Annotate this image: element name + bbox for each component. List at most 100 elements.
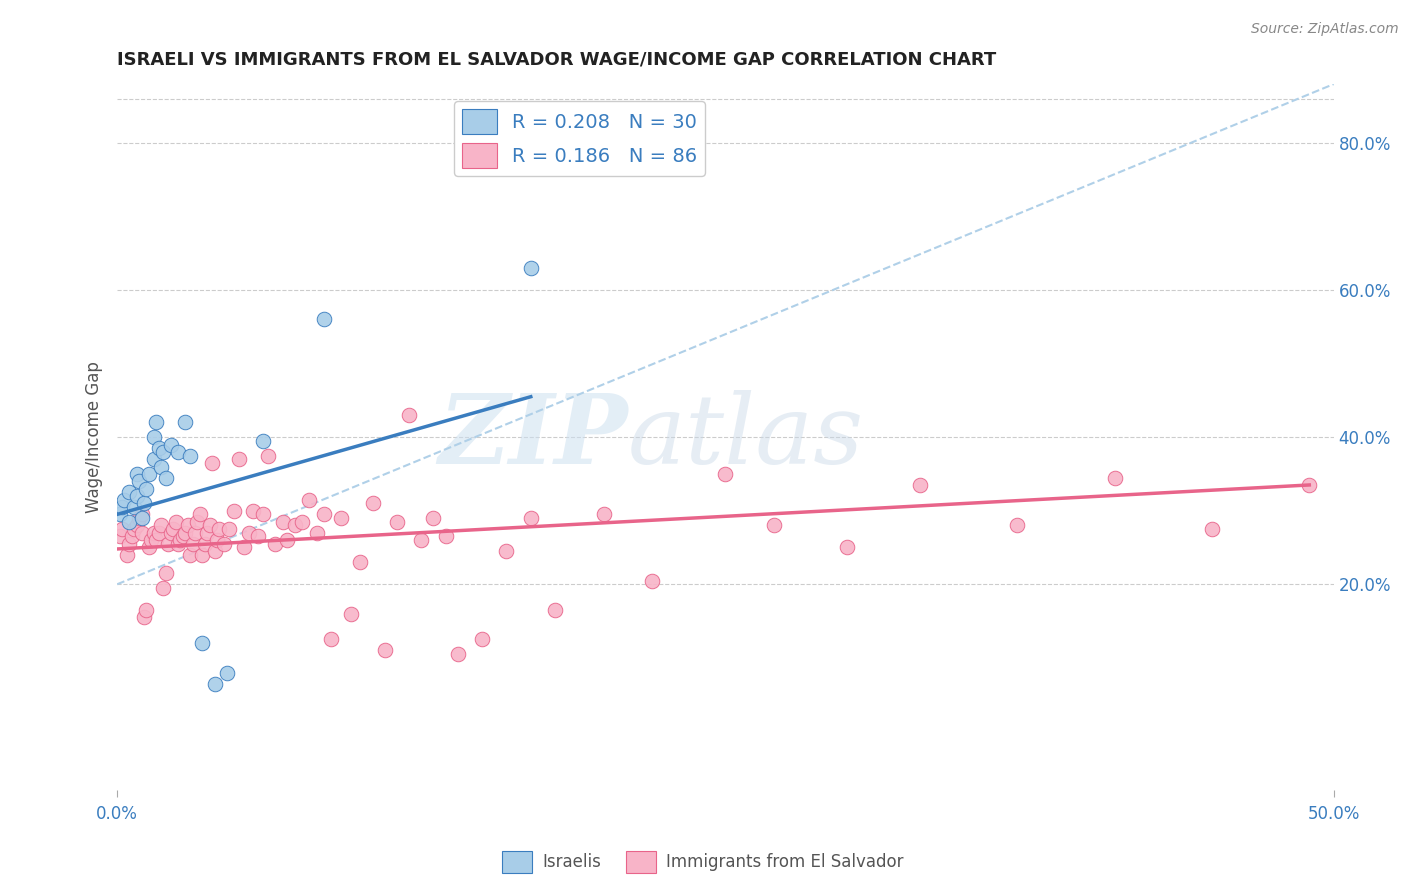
Point bbox=[186, 515, 208, 529]
Point bbox=[138, 467, 160, 481]
Point bbox=[162, 522, 184, 536]
Point bbox=[148, 525, 170, 540]
Point bbox=[152, 581, 174, 595]
Y-axis label: Wage/Income Gap: Wage/Income Gap bbox=[86, 361, 103, 513]
Point bbox=[145, 533, 167, 548]
Point bbox=[128, 475, 150, 489]
Point bbox=[191, 548, 214, 562]
Point bbox=[447, 647, 470, 661]
Point bbox=[131, 525, 153, 540]
Point bbox=[208, 522, 231, 536]
Point bbox=[125, 467, 148, 481]
Legend: R = 0.208   N = 30, R = 0.186   N = 86: R = 0.208 N = 30, R = 0.186 N = 86 bbox=[454, 101, 704, 176]
Point bbox=[131, 511, 153, 525]
Point bbox=[155, 566, 177, 581]
Point bbox=[195, 525, 218, 540]
Point bbox=[135, 603, 157, 617]
Point bbox=[172, 529, 194, 543]
Point bbox=[349, 555, 371, 569]
Point bbox=[194, 537, 217, 551]
Point bbox=[520, 511, 543, 525]
Point bbox=[188, 508, 211, 522]
Point bbox=[422, 511, 444, 525]
Point bbox=[174, 525, 197, 540]
Point bbox=[205, 533, 228, 548]
Point bbox=[1298, 478, 1320, 492]
Point bbox=[142, 525, 165, 540]
Point bbox=[201, 456, 224, 470]
Text: ISRAELI VS IMMIGRANTS FROM EL SALVADOR WAGE/INCOME GAP CORRELATION CHART: ISRAELI VS IMMIGRANTS FROM EL SALVADOR W… bbox=[117, 51, 997, 69]
Point bbox=[108, 529, 131, 543]
Point bbox=[167, 445, 190, 459]
Point bbox=[374, 643, 396, 657]
Point bbox=[122, 500, 145, 514]
Point bbox=[179, 449, 201, 463]
Point bbox=[1007, 518, 1029, 533]
Point bbox=[908, 478, 931, 492]
Point bbox=[271, 515, 294, 529]
Point bbox=[398, 408, 420, 422]
Point bbox=[238, 525, 260, 540]
Point bbox=[204, 676, 226, 690]
Point bbox=[118, 515, 141, 529]
Point bbox=[155, 470, 177, 484]
Point bbox=[312, 312, 335, 326]
Text: Source: ZipAtlas.com: Source: ZipAtlas.com bbox=[1251, 22, 1399, 37]
Point bbox=[145, 416, 167, 430]
Point bbox=[135, 482, 157, 496]
Point bbox=[385, 515, 408, 529]
Point bbox=[222, 504, 245, 518]
Point bbox=[212, 537, 235, 551]
Point bbox=[132, 610, 155, 624]
Point bbox=[1104, 470, 1126, 484]
Point bbox=[264, 537, 287, 551]
Point bbox=[184, 525, 207, 540]
Point bbox=[276, 533, 298, 548]
Point bbox=[152, 445, 174, 459]
Point bbox=[252, 434, 274, 448]
Point bbox=[138, 541, 160, 555]
Point bbox=[159, 525, 181, 540]
Point bbox=[142, 430, 165, 444]
Point bbox=[128, 511, 150, 525]
Point bbox=[284, 518, 307, 533]
Point bbox=[157, 537, 180, 551]
Point bbox=[257, 449, 280, 463]
Point bbox=[247, 529, 270, 543]
Point bbox=[121, 529, 143, 543]
Point bbox=[215, 665, 238, 680]
Point bbox=[181, 537, 204, 551]
Point bbox=[339, 607, 361, 621]
Legend: Israelis, Immigrants from El Salvador: Israelis, Immigrants from El Salvador bbox=[496, 845, 910, 880]
Point bbox=[592, 508, 614, 522]
Point bbox=[131, 508, 153, 522]
Point bbox=[115, 548, 138, 562]
Point bbox=[330, 511, 353, 525]
Point bbox=[141, 533, 163, 548]
Point bbox=[361, 496, 384, 510]
Point bbox=[148, 441, 170, 455]
Point bbox=[471, 632, 494, 647]
Point bbox=[122, 522, 145, 536]
Point bbox=[114, 492, 136, 507]
Point bbox=[198, 518, 221, 533]
Point bbox=[159, 437, 181, 451]
Point bbox=[312, 508, 335, 522]
Point bbox=[108, 508, 131, 522]
Point bbox=[142, 452, 165, 467]
Point bbox=[714, 467, 737, 481]
Point bbox=[232, 541, 254, 555]
Point bbox=[204, 544, 226, 558]
Point bbox=[149, 459, 172, 474]
Point bbox=[305, 525, 328, 540]
Point bbox=[520, 260, 543, 275]
Point bbox=[118, 485, 141, 500]
Point bbox=[228, 452, 250, 467]
Point bbox=[1201, 522, 1223, 536]
Point bbox=[191, 636, 214, 650]
Point bbox=[495, 544, 517, 558]
Point bbox=[298, 492, 321, 507]
Point bbox=[291, 515, 314, 529]
Point bbox=[252, 508, 274, 522]
Point bbox=[544, 603, 567, 617]
